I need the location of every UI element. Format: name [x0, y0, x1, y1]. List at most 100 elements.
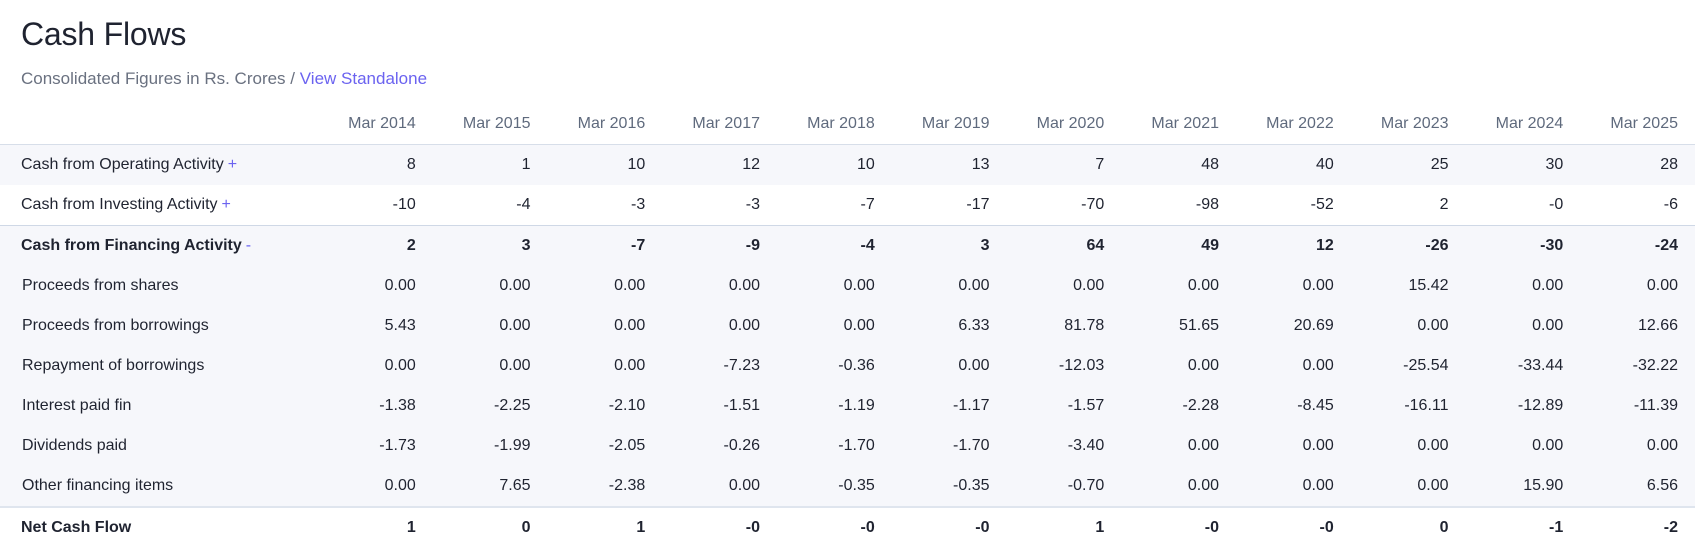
value-cell: -3.40: [1006, 426, 1122, 466]
value-cell: 13: [891, 144, 1007, 185]
row-label-text: Other financing items: [22, 477, 174, 494]
value-cell: 0.00: [318, 346, 433, 386]
row-interest-paid-fin: Interest paid fin -1.38 -2.25 -2.10 -1.51 -1.…: [0, 386, 1695, 426]
value-cell: -0: [662, 506, 777, 548]
row-label: Other financing items: [0, 466, 318, 507]
collapse-financing-toggle[interactable]: -: [245, 237, 252, 254]
value-cell: -1.51: [662, 386, 777, 426]
value-cell: -33.44: [1465, 346, 1581, 386]
value-cell: 2: [318, 225, 433, 266]
column-header: Mar 2017: [662, 104, 777, 145]
column-header: Mar 2014: [318, 104, 433, 145]
column-header: Mar 2015: [432, 104, 548, 145]
value-cell: 81.78: [1006, 306, 1122, 346]
value-cell: -24: [1580, 225, 1695, 266]
value-cell: -4: [516, 196, 531, 213]
value-cell: 0.00: [432, 266, 548, 306]
value-cell: 64: [1006, 225, 1122, 266]
subtitle-separator: /: [290, 69, 296, 88]
value-cell: 0.00: [891, 346, 1007, 386]
expand-operating-toggle[interactable]: +: [227, 156, 238, 173]
row-label-text: Cash from Operating Activity: [21, 156, 224, 173]
value-cell: -12.89: [1465, 386, 1581, 426]
row-label-text: Cash from Financing Activity: [21, 237, 242, 254]
value-cell: -30: [1465, 225, 1581, 266]
value-cell: 15.90: [1465, 466, 1581, 507]
subtitle-text: Consolidated Figures in Rs. Crores: [21, 69, 286, 88]
expand-investing-toggle[interactable]: +: [221, 196, 231, 213]
value-cell: -2.28: [1121, 386, 1236, 426]
value-cell: -12.03: [1006, 346, 1122, 386]
row-label-text: Proceeds from shares: [22, 277, 179, 294]
row-financing-activity: Cash from Financing Activity -2 3 -7 -9 -4 3 64…: [0, 225, 1695, 266]
value-cell: -1.57: [1006, 386, 1122, 426]
row-label-text: Proceeds from borrowings: [22, 317, 209, 334]
value-cell: -2.25: [432, 386, 548, 426]
value-cell: 0.00: [1465, 306, 1581, 346]
value-cell: -0.35: [777, 466, 892, 507]
value-cell: -17: [966, 196, 990, 213]
value-cell: 0.00: [1121, 466, 1236, 507]
value-cell: 40: [1236, 144, 1351, 185]
value-cell: 6.56: [1580, 466, 1695, 507]
view-standalone-link[interactable]: View Standalone: [299, 69, 428, 88]
row-label[interactable]: Cash from Operating Activity +: [0, 144, 318, 185]
value-cell: 51.65: [1121, 306, 1236, 346]
value-cell: 0.00: [1580, 426, 1695, 466]
value-cell: -7: [860, 196, 875, 213]
row-label-text: Interest paid fin: [22, 397, 132, 414]
value-cell: 0.00: [318, 466, 433, 507]
row-label: Dividends paid: [0, 426, 318, 466]
value-cell: -70: [1081, 196, 1105, 213]
value-cell: -0: [777, 506, 892, 548]
value-cell: -26: [1350, 225, 1466, 266]
column-header: Mar 2018: [777, 104, 892, 145]
value-cell: 1: [432, 144, 548, 185]
row-label[interactable]: Cash from Investing Activity +: [0, 185, 318, 226]
value-cell: 10: [777, 144, 892, 185]
value-cell: 0.00: [1236, 426, 1351, 466]
value-cell: 0.00: [547, 346, 663, 386]
value-cell: -0: [1549, 196, 1564, 213]
row-investing-activity: Cash from Investing Activity + -10 -4 -3 -3 -7…: [0, 185, 1695, 226]
row-proceeds-from-borrowings: Proceeds from borrowings 5.43 0.00 0.00 0.00…: [0, 306, 1695, 346]
value-cell: -11.39: [1580, 386, 1695, 426]
row-label-text: Cash from Investing Activity: [21, 196, 218, 213]
value-cell: -4: [777, 225, 892, 266]
value-cell: -1.17: [891, 386, 1007, 426]
value-cell: -2: [1580, 506, 1695, 548]
value-cell: 15.42: [1350, 266, 1466, 306]
row-label[interactable]: Cash from Financing Activity -: [0, 225, 318, 266]
row-label: Proceeds from shares: [0, 266, 318, 306]
header-label-cell: [0, 104, 318, 145]
value-cell: 0.00: [1121, 346, 1236, 386]
subtitle: Consolidated Figures in Rs. Crores / Vie…: [21, 69, 427, 89]
value-cell: -3: [745, 196, 760, 213]
value-cell: 0.00: [1006, 266, 1122, 306]
row-label: Repayment of borrowings: [0, 346, 318, 386]
column-header: Mar 2019: [891, 104, 1007, 145]
value-cell: -9: [662, 225, 777, 266]
value-cell: -0: [891, 506, 1007, 548]
value-cell: 0.00: [1236, 466, 1351, 507]
value-cell: -7.23: [662, 346, 777, 386]
row-label-text: Dividends paid: [22, 437, 127, 454]
value-cell: 0.00: [891, 266, 1007, 306]
row-proceeds-from-shares: Proceeds from shares 0.00 0.00 0.00 0.00 0.00…: [0, 266, 1695, 306]
value-cell: -10: [392, 196, 416, 213]
value-cell: 0.00: [1580, 266, 1695, 306]
value-cell: -0: [1236, 506, 1351, 548]
value-cell: -1.38: [318, 386, 433, 426]
value-cell: 0.00: [662, 266, 777, 306]
value-cell: 0.00: [1236, 266, 1351, 306]
row-label: Proceeds from borrowings: [0, 306, 318, 346]
value-cell: -0.26: [662, 426, 777, 466]
value-cell: -16.11: [1350, 386, 1466, 426]
value-cell: -2.10: [547, 386, 663, 426]
value-cell: -1.70: [891, 426, 1007, 466]
value-cell: 0.00: [777, 266, 892, 306]
value-cell: 0.00: [662, 306, 777, 346]
value-cell: -2.05: [547, 426, 663, 466]
column-header: Mar 2022: [1236, 104, 1351, 145]
